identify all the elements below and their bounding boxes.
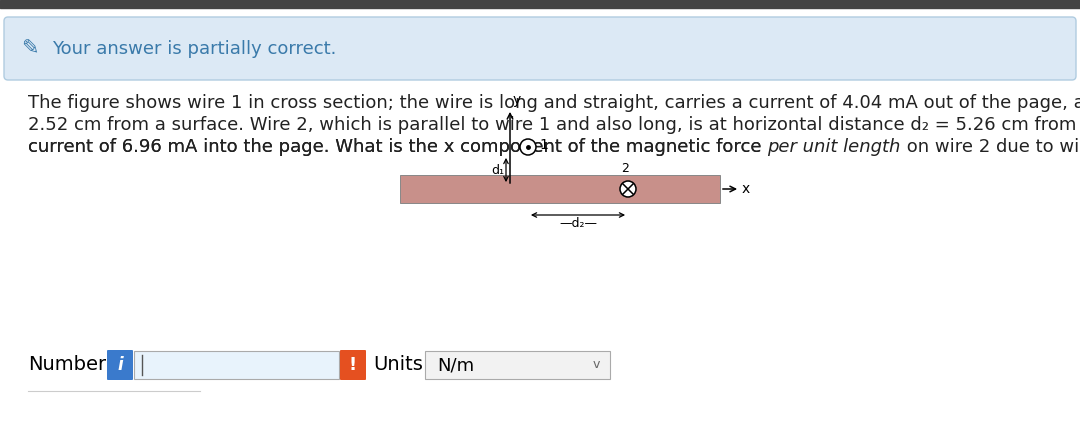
Text: d₁: d₁ [491,164,504,177]
Text: v: v [592,358,599,372]
Text: 2: 2 [621,162,629,175]
Text: Number: Number [28,355,106,375]
Text: x: x [742,182,751,196]
Bar [400,175,720,203]
Bar [426,351,610,379]
Text: The figure shows wire 1 in cross section; the wire is long and straight, carries: The figure shows wire 1 in cross section… [28,94,1080,112]
Text: on wire 2 due to wire 1?: on wire 2 due to wire 1? [901,138,1080,156]
Text: N/m: N/m [437,356,474,374]
FancyBboxPatch shape [107,350,133,380]
FancyBboxPatch shape [4,17,1076,80]
Text: 1: 1 [539,138,548,152]
Circle shape [620,181,636,197]
Text: ✎: ✎ [22,39,39,59]
FancyBboxPatch shape [340,350,366,380]
Text: Your answer is partially correct.: Your answer is partially correct. [52,39,336,57]
Text: y: y [513,93,522,107]
Text: 2.52 cm from a surface. Wire 2, which is parallel to wire 1 and also long, is at: 2.52 cm from a surface. Wire 2, which is… [28,116,1080,134]
Text: current of 6.96 mA into the page. What is the x component of the magnetic force: current of 6.96 mA into the page. What i… [28,138,767,156]
Text: i: i [117,356,123,374]
Circle shape [519,139,536,155]
Text: per unit length: per unit length [767,138,901,156]
Bar [0,0,1080,8]
Text: Units: Units [373,355,423,375]
Text: —d₂—: —d₂— [559,217,597,230]
Text: current of 6.96 mA into the page. What is the x component of the magnetic force: current of 6.96 mA into the page. What i… [28,138,767,156]
Text: !: ! [349,356,357,374]
Bar [134,351,339,379]
